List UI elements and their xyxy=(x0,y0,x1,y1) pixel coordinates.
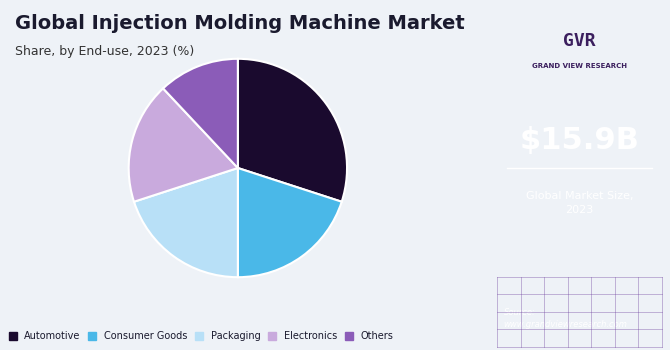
Wedge shape xyxy=(134,168,238,277)
Wedge shape xyxy=(238,168,342,277)
Text: $15.9B: $15.9B xyxy=(520,126,639,154)
Legend: Automotive, Consumer Goods, Packaging, Electronics, Others: Automotive, Consumer Goods, Packaging, E… xyxy=(5,327,397,345)
Text: Global Market Size,
2023: Global Market Size, 2023 xyxy=(526,191,633,215)
Text: Global Injection Molding Machine Market: Global Injection Molding Machine Market xyxy=(15,14,464,33)
Text: GRAND VIEW RESEARCH: GRAND VIEW RESEARCH xyxy=(532,63,627,69)
Text: Source:
www.grandviewresearch.com: Source: www.grandviewresearch.com xyxy=(504,308,627,329)
Wedge shape xyxy=(129,89,238,202)
Text: GVR: GVR xyxy=(563,32,596,50)
Text: Share, by End-use, 2023 (%): Share, by End-use, 2023 (%) xyxy=(15,46,194,58)
Wedge shape xyxy=(163,59,238,168)
Wedge shape xyxy=(238,59,347,202)
